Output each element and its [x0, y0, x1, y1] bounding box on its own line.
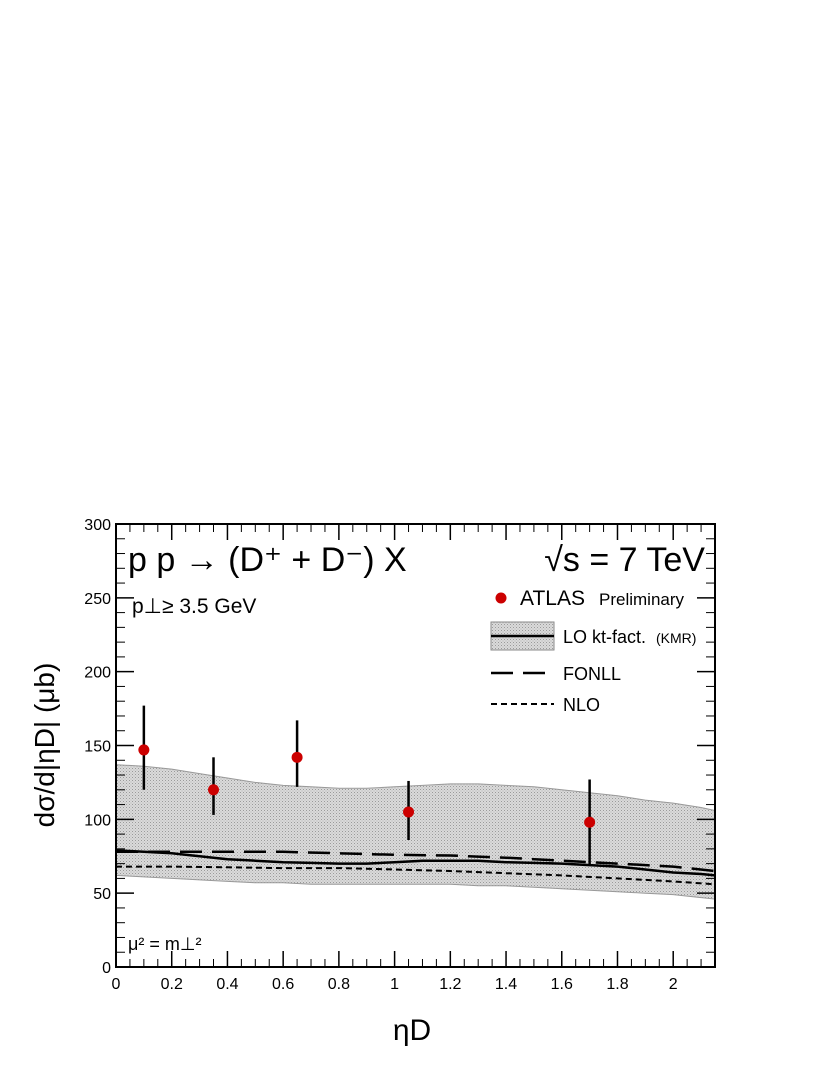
data-point — [403, 806, 415, 818]
y-tick-label: 150 — [84, 739, 111, 756]
x-tick-label: 1.8 — [606, 976, 628, 993]
x-tick-label: 0.2 — [161, 976, 183, 993]
uncertainty-band — [115, 764, 716, 900]
legend: ATLAS Preliminary LO kt-fact. (KMR) FONL… — [490, 587, 696, 715]
series-line-fonll — [116, 850, 716, 873]
data-point — [291, 751, 303, 763]
x-tick-label: 1.6 — [551, 976, 573, 993]
cut-label: p⊥≥ 3.5 GeV — [132, 595, 256, 618]
y-tick-label: 50 — [93, 886, 111, 903]
data-point — [138, 744, 150, 756]
y-tick-label: 0 — [102, 960, 111, 977]
data-point — [584, 816, 596, 828]
legend-sublabel-lo: (KMR) — [656, 630, 696, 646]
y-axis-label: dσ/d|ηD| (μb) — [29, 663, 60, 828]
x-axis-label: ηD — [393, 1014, 431, 1047]
x-tick-label: 2 — [669, 976, 678, 993]
legend-sublabel-atlas: Preliminary — [599, 590, 685, 609]
legend-label-fonll: FONLL — [563, 664, 621, 684]
legend-label-atlas: ATLAS — [520, 587, 585, 610]
y-tick-label: 200 — [84, 665, 111, 682]
x-tick-label: 0.6 — [272, 976, 294, 993]
x-tick-label: 1.4 — [495, 976, 517, 993]
legend-label-lo: LO kt-fact. — [563, 627, 646, 647]
scale-label: μ² = m⊥² — [128, 934, 202, 954]
x-tick-label: 0 — [112, 976, 121, 993]
energy-label: √s = 7 TeV — [544, 541, 705, 579]
y-tick-label: 250 — [84, 591, 111, 608]
x-tick-label: 0.8 — [328, 976, 350, 993]
legend-marker-atlas — [495, 592, 507, 604]
chart-title: p p → (D⁺ + D⁻) X — [128, 541, 407, 579]
series-line-nlo — [116, 865, 716, 886]
x-tick-label: 1.2 — [439, 976, 461, 993]
data-point — [208, 784, 220, 796]
x-tick-label: 1 — [390, 976, 399, 993]
legend-label-nlo: NLO — [563, 695, 600, 715]
y-tick-label: 100 — [84, 812, 111, 829]
y-tick-label: 300 — [84, 517, 111, 534]
series-line-lo-kt-fact — [115, 849, 716, 877]
x-tick-label: 0.4 — [216, 976, 238, 993]
